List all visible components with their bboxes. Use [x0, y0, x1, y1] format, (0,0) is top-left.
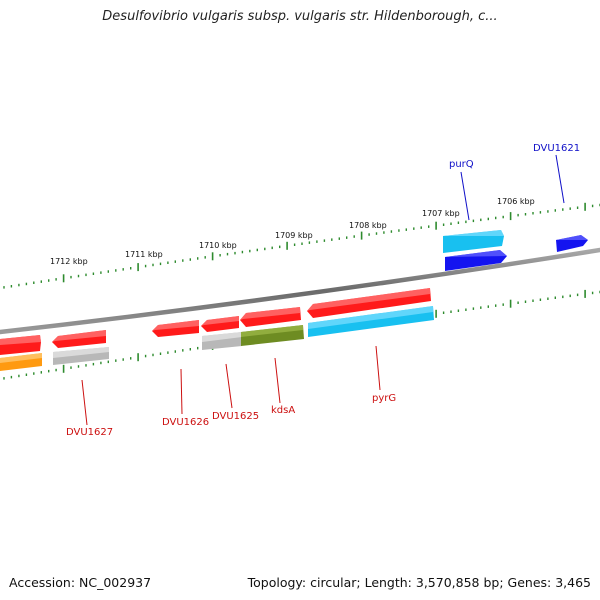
gene-DVU1627[interactable]	[52, 330, 106, 348]
gene-kdsA-olive[interactable]	[241, 325, 304, 346]
genome-title: Desulfovibrio vulgaris subsp. vulgaris s…	[102, 9, 498, 24]
gene-DVU1625[interactable]	[201, 316, 239, 332]
gene-reverse-red-left-edge[interactable]	[0, 335, 41, 355]
gene-DVU1627-grey[interactable]	[53, 347, 109, 365]
callout-line-purQ	[460, 171, 470, 221]
kbp-label-1711: 1711 kbp	[125, 250, 163, 259]
gene-purQ[interactable]	[443, 230, 504, 253]
kbp-scale-labels: 1712 kbp 1711 kbp 1710 kbp 1709 kbp 1708…	[50, 197, 535, 266]
callout-line-kdsA	[274, 357, 281, 404]
callout-line-pyrG	[375, 345, 381, 391]
gene-label-kdsA[interactable]: kdsA	[271, 405, 295, 416]
callout-line-DVU1625	[225, 363, 233, 409]
gene-forward-blue-1[interactable]	[445, 250, 507, 271]
chromosome-backbone	[0, 247, 600, 335]
kbp-label-1706: 1706 kbp	[497, 197, 535, 206]
kbp-label-1708: 1708 kbp	[349, 221, 387, 230]
genome-summary-text: Topology: circular; Length: 3,570,858 bp…	[247, 575, 591, 590]
kbp-label-1710: 1710 kbp	[199, 241, 237, 250]
outer-tick-track	[3, 202, 600, 289]
accession-text: Accession: NC_002937	[9, 575, 152, 590]
gene-label-DVU1625[interactable]: DVU1625	[212, 411, 259, 422]
gene-label-DVU1627[interactable]: DVU1627	[66, 427, 113, 438]
kbp-label-1712: 1712 kbp	[50, 257, 88, 266]
gene-kdsA[interactable]	[240, 307, 301, 327]
gene-callout-lines	[81, 154, 565, 426]
gene-reverse-orange-left-edge[interactable]	[0, 353, 42, 371]
gene-label-purQ[interactable]: purQ	[449, 159, 474, 170]
kbp-label-1709: 1709 kbp	[275, 231, 313, 240]
kbp-label-1707: 1707 kbp	[422, 209, 460, 218]
gene-label-DVU1621[interactable]: DVU1621	[533, 143, 580, 154]
gene-pyrG[interactable]	[307, 288, 431, 318]
callout-line-DVU1621	[555, 154, 565, 204]
gene-pyrG-cyan[interactable]	[308, 306, 434, 337]
gene-label-DVU1626[interactable]: DVU1626	[162, 417, 209, 428]
gene-DVU1626[interactable]	[152, 320, 199, 337]
callout-line-DVU1626	[180, 368, 183, 415]
gene-label-pyrG[interactable]: pyrG	[372, 393, 396, 404]
gene-DVU1621[interactable]	[556, 235, 588, 252]
callout-line-DVU1627	[81, 379, 88, 426]
gene-DVU1625-grey[interactable]	[202, 332, 242, 350]
